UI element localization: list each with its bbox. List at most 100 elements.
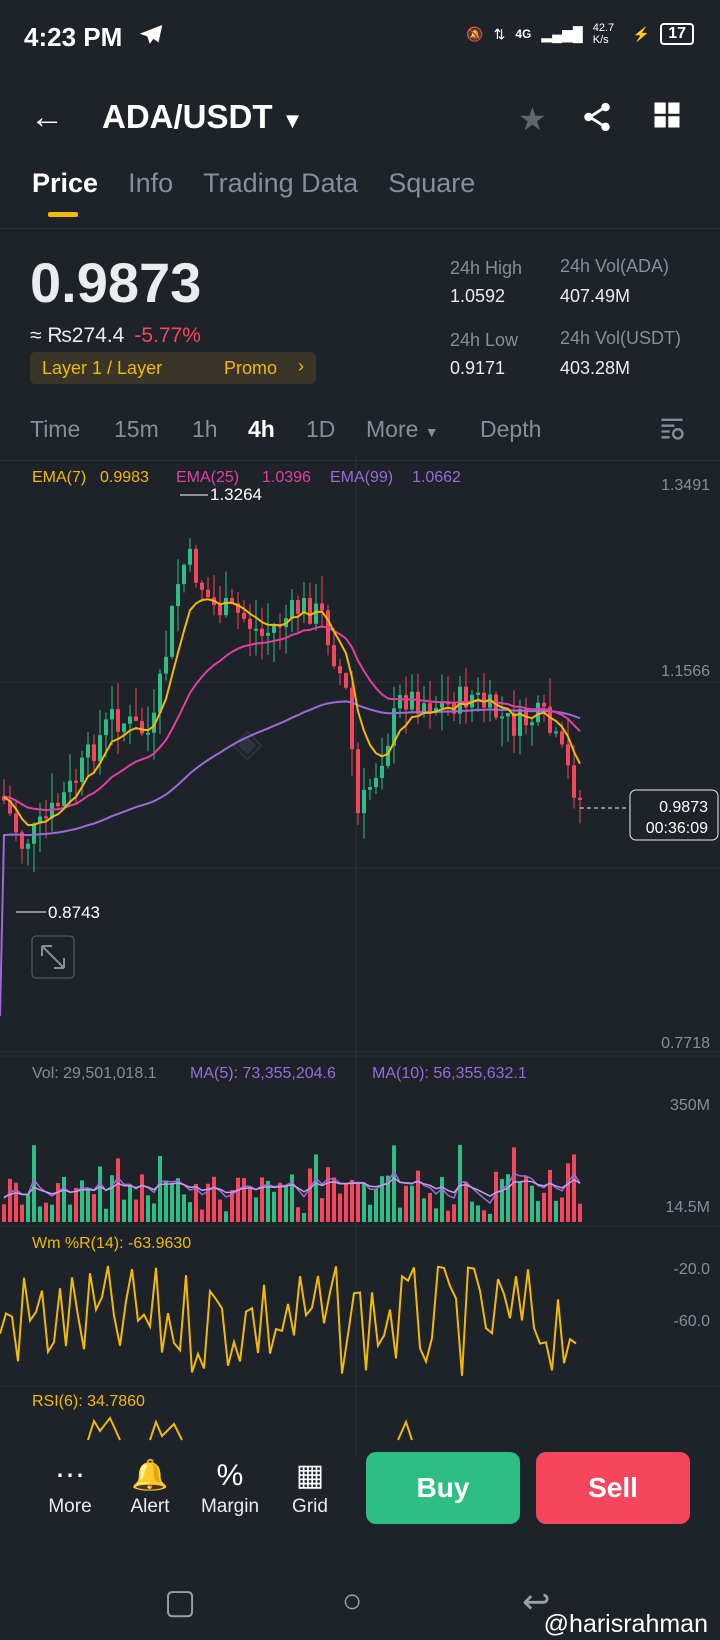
share-icon[interactable] [580, 100, 614, 142]
volume-bar [338, 1193, 342, 1222]
star-icon[interactable]: ★ [518, 101, 547, 137]
stat-vol-usdt: 403.28M [560, 358, 631, 378]
volume-bar [524, 1176, 528, 1222]
signal-icon: ▂▄▆█ [541, 25, 583, 42]
volume-bar [488, 1213, 492, 1222]
volume-label: Vol: 29,501,018.1 [32, 1065, 157, 1082]
expand-icon[interactable] [31, 935, 75, 979]
volume-bar [530, 1185, 534, 1222]
more-button[interactable]: ⋯ More [32, 1456, 108, 1518]
volume-bar [374, 1188, 378, 1222]
volume-bar [494, 1171, 498, 1222]
status-bar: 4:23 PM 🔕 ⇅ 4G ▂▄▆█ 42.7 K/s ⚡ 17 [0, 0, 720, 72]
candle-body [254, 628, 258, 631]
interval-4h[interactable]: 4h [248, 416, 275, 442]
volume-bar [350, 1179, 354, 1222]
interval-15m[interactable]: 15m [114, 416, 159, 442]
high-mark: 1.3264 [210, 485, 262, 504]
category-tag[interactable]: Layer 1 / Layer Promo › [30, 352, 316, 384]
candles [2, 538, 582, 872]
volume-bar [80, 1180, 84, 1222]
candle-body [188, 548, 192, 565]
system-nav-bar: ▢ ○ ↩ [0, 1560, 720, 1640]
grid-button[interactable]: ▦ Grid [272, 1456, 348, 1518]
candle-body [344, 673, 348, 688]
alert-button[interactable]: 🔔 Alert [112, 1456, 188, 1518]
candle-body [434, 707, 438, 713]
wmr-y-60: -60.0 [674, 1313, 711, 1330]
candle-body [152, 712, 156, 733]
candle-body [200, 582, 204, 590]
interval-time[interactable]: Time [30, 416, 81, 442]
candlestick-chart[interactable]: EMA(7) 0.9983 EMA(25) 1.0396 EMA(99) 1.0… [0, 456, 720, 1456]
tab-square[interactable]: Square [388, 168, 476, 198]
volume-bar [68, 1204, 72, 1222]
bell-icon: 🔔 [131, 1459, 169, 1492]
grid-menu-icon[interactable] [652, 100, 682, 138]
candle-body [62, 792, 66, 807]
candle-body [422, 703, 426, 714]
back-icon[interactable]: ↩ [522, 1583, 551, 1621]
volume-bar [482, 1210, 486, 1222]
tab-price[interactable]: Price [32, 168, 98, 217]
low-mark: 0.8743 [48, 903, 100, 922]
candle-body [38, 816, 42, 824]
candle-body [26, 843, 30, 849]
chart-grid [0, 456, 720, 1456]
volume-ma5-line [3, 1169, 581, 1205]
candle-body [398, 695, 402, 709]
volume-bars [2, 1144, 582, 1222]
volume-bar [326, 1167, 330, 1222]
volume-bar [470, 1201, 474, 1222]
volume-bar [224, 1211, 228, 1222]
candle-body [260, 628, 264, 636]
interval-depth[interactable]: Depth [480, 416, 542, 442]
tabs-divider [0, 228, 720, 229]
recents-icon[interactable]: ▢ [164, 1583, 197, 1621]
candle-body [296, 600, 300, 614]
volume-bar [332, 1177, 336, 1222]
margin-button[interactable]: % Margin [192, 1456, 268, 1518]
pair-selector[interactable]: ADA/USDT ▼ [102, 98, 303, 136]
back-arrow-icon[interactable]: ← [30, 98, 64, 136]
candle-body [518, 708, 522, 736]
stat-vol-usdt-label: 24h Vol(USDT) [560, 328, 682, 348]
volume-bar [302, 1213, 306, 1222]
volume-bar [104, 1208, 108, 1222]
chart-settings-icon[interactable] [658, 414, 686, 448]
candle-body [290, 600, 294, 619]
home-icon[interactable]: ○ [342, 1582, 363, 1620]
promo-link[interactable]: Promo [224, 358, 278, 378]
wmr-line [0, 1265, 577, 1376]
interval-more[interactable]: More ▼ [366, 416, 439, 443]
candle-body [404, 695, 408, 710]
candle-body [302, 598, 306, 614]
interval-1d[interactable]: 1D [306, 416, 336, 442]
fiat-value: ≈ ₨274.4 [30, 324, 125, 347]
last-price-box[interactable] [629, 789, 719, 841]
candle-body [140, 721, 144, 734]
volume-bar [194, 1183, 198, 1222]
sell-button[interactable]: Sell [536, 1452, 690, 1524]
mute-icon: 🔕 [466, 25, 484, 42]
candle-body [266, 632, 270, 636]
tab-trading-data[interactable]: Trading Data [203, 168, 359, 198]
tab-info[interactable]: Info [128, 168, 174, 198]
grid-icon: ▦ [295, 1459, 325, 1492]
volume-bar [260, 1177, 264, 1222]
volume-bar [110, 1175, 114, 1222]
interval-1h[interactable]: 1h [192, 416, 218, 442]
volume-bar [44, 1202, 48, 1222]
volume-bar [266, 1180, 270, 1222]
candle-body [20, 832, 24, 849]
clock: 4:23 PM [24, 22, 123, 52]
volume-bar [392, 1145, 396, 1222]
candle-body [86, 744, 90, 758]
volume-bar [182, 1194, 186, 1222]
candle-body [272, 625, 276, 633]
main-tabs: Price Info Trading Data Square [32, 168, 475, 217]
candle-body [386, 745, 390, 766]
buy-button[interactable]: Buy [366, 1452, 520, 1524]
volume-bar [140, 1174, 144, 1222]
volume-bar [32, 1145, 36, 1222]
